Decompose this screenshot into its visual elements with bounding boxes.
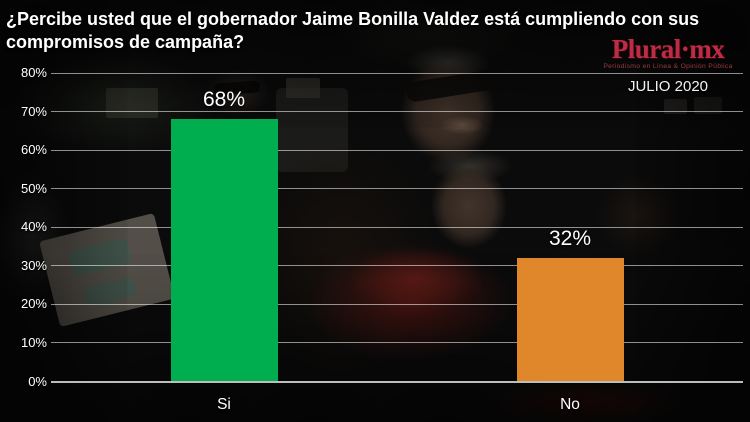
photo-window bbox=[664, 99, 687, 114]
bar-value-label-si: 68% bbox=[202, 88, 246, 112]
branding-block: Plural·mx Periodismo en Línea & Opinión … bbox=[592, 34, 744, 96]
bar-si bbox=[170, 119, 278, 382]
y-axis-tick-label: 50% bbox=[20, 180, 47, 196]
y-axis-tick-label: 20% bbox=[20, 296, 47, 312]
gridline-60 bbox=[51, 149, 743, 151]
gridline-40 bbox=[51, 226, 743, 228]
gridline-10 bbox=[51, 342, 743, 344]
photo-fence bbox=[106, 88, 158, 118]
period-label: JULIO 2020 bbox=[627, 78, 709, 95]
y-axis-tick-label: 10% bbox=[20, 334, 47, 350]
y-axis-tick-label: 30% bbox=[20, 257, 47, 273]
gridline-20 bbox=[51, 303, 743, 305]
bar-no bbox=[516, 258, 624, 382]
y-axis-tick-label: 80% bbox=[20, 65, 47, 80]
y-axis-tick-label: 0% bbox=[28, 373, 47, 389]
chart-title: ¿Percibe usted que el gobernador Jaime B… bbox=[6, 9, 700, 52]
photo-window bbox=[694, 97, 722, 114]
photo-man-smile bbox=[436, 114, 488, 136]
y-axis-tick-label: 40% bbox=[20, 219, 47, 235]
bar-value-label-no: 32% bbox=[548, 227, 592, 251]
gridline-70 bbox=[51, 111, 743, 113]
x-category-label-no: No bbox=[560, 396, 580, 413]
gridline-30 bbox=[51, 265, 743, 267]
gridline-0 bbox=[51, 380, 743, 383]
photo-window bbox=[286, 78, 320, 98]
pluralmx-tagline: Periodismo en Línea & Opinión Pública bbox=[603, 63, 733, 70]
y-axis-tick-label: 60% bbox=[20, 142, 47, 158]
pluralmx-logo: Plural·mx bbox=[611, 34, 725, 64]
y-axis-tick-label: 70% bbox=[20, 103, 47, 119]
gridline-50 bbox=[51, 188, 743, 190]
gridline-80 bbox=[51, 72, 743, 74]
x-category-label-si: Si bbox=[217, 396, 231, 413]
photo-hand bbox=[588, 168, 688, 263]
